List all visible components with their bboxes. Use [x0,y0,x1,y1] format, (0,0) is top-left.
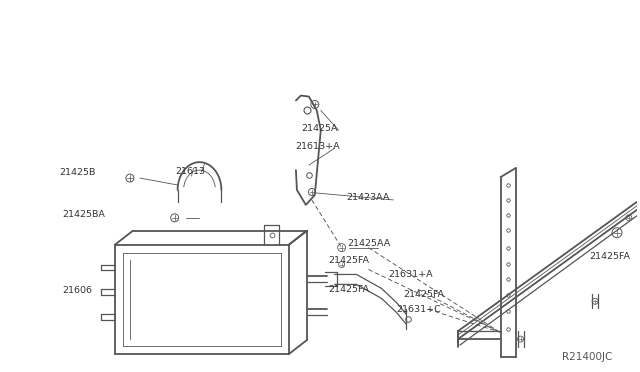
Text: 21425A: 21425A [301,124,337,133]
Text: 21631+A: 21631+A [388,270,433,279]
Text: 21606: 21606 [62,286,92,295]
Text: 21425BA: 21425BA [62,210,105,219]
Text: 21425B: 21425B [60,167,96,177]
Text: 21613: 21613 [175,167,206,176]
Text: 21425FA: 21425FA [403,290,444,299]
Text: 21425FA: 21425FA [329,285,370,294]
Text: 21631+C: 21631+C [396,305,441,314]
Text: 21425FA: 21425FA [589,252,630,261]
Text: 21423AA: 21423AA [347,193,390,202]
Text: R21400JC: R21400JC [563,352,612,362]
Text: 21425FA: 21425FA [329,256,370,265]
Text: 21613+A: 21613+A [295,142,340,151]
Text: 21425AA: 21425AA [348,239,391,248]
